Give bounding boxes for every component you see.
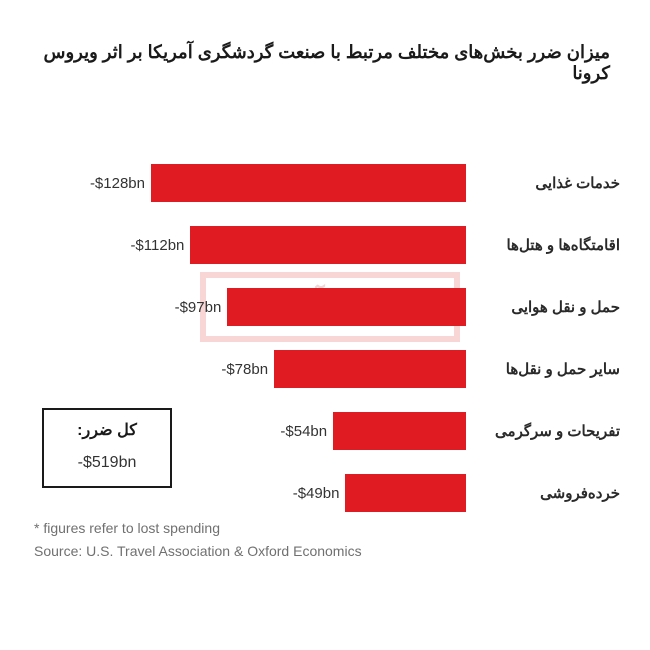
bar <box>345 474 466 512</box>
bar-wrap: -$78bn <box>30 346 470 392</box>
total-label: کل ضرر: <box>52 420 162 440</box>
bar <box>333 412 466 450</box>
bar-row: -$78bn سایر حمل و نقل‌ها <box>30 346 620 392</box>
total-value: -$519bn <box>52 454 162 472</box>
chart-title: میزان ضرر بخش‌های مختلف مرتبط با صنعت گر… <box>40 42 610 84</box>
category-label: خرده‌فروشی <box>470 484 620 502</box>
bar <box>227 288 466 326</box>
footer-source: Source: U.S. Travel Association & Oxford… <box>34 540 362 562</box>
category-label: سایر حمل و نقل‌ها <box>470 360 620 378</box>
bar <box>151 164 466 202</box>
bar-value-label: -$112bn <box>130 237 184 254</box>
bar-value-label: -$128bn <box>90 175 145 192</box>
bar-value-label: -$97bn <box>175 299 222 316</box>
bar-row: -$97bn حمل و نقل هوایی <box>30 284 620 330</box>
bar <box>274 350 466 388</box>
bar-value-label: -$49bn <box>293 485 340 502</box>
footer-note: * figures refer to lost spending <box>34 517 362 539</box>
bar-wrap: -$97bn <box>30 284 470 330</box>
bar-row: -$128bn خدمات غذایی <box>30 160 620 206</box>
category-label: خدمات غذایی <box>470 174 620 192</box>
bar-wrap: -$112bn <box>30 222 470 268</box>
bar-wrap: -$128bn <box>30 160 470 206</box>
bar-value-label: -$78bn <box>221 361 268 378</box>
category-label: اقامتگاه‌ها و هتل‌ها <box>470 236 620 254</box>
category-label: تفریحات و سرگرمی <box>470 422 620 440</box>
category-label: حمل و نقل هوایی <box>470 298 620 316</box>
chart-footer: * figures refer to lost spending Source:… <box>34 517 362 562</box>
bar <box>190 226 466 264</box>
total-box: کل ضرر: -$519bn <box>42 408 172 488</box>
bar-value-label: -$54bn <box>280 423 327 440</box>
bar-row: -$112bn اقامتگاه‌ها و هتل‌ها <box>30 222 620 268</box>
